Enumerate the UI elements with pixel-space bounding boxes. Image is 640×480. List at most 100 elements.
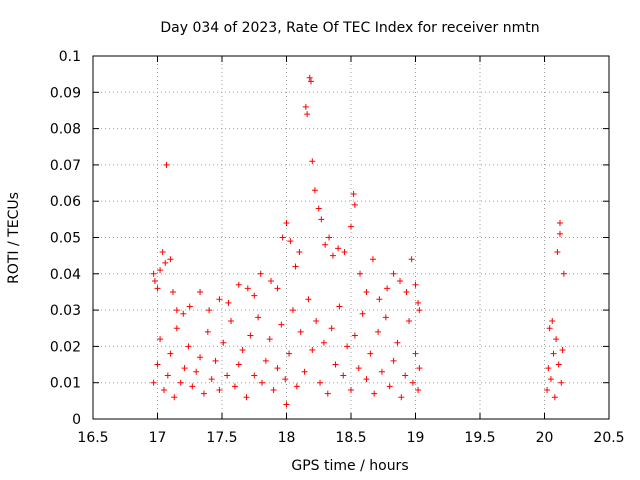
data-point (180, 310, 187, 317)
data-point (351, 332, 358, 339)
data-point (266, 336, 273, 343)
data-point (415, 386, 422, 393)
data-point (348, 223, 354, 230)
data-point (216, 296, 223, 303)
x-tick-label: 19 (407, 430, 425, 446)
data-point (169, 288, 176, 295)
data-point (306, 74, 313, 81)
data-point (228, 317, 235, 324)
data-point (363, 288, 370, 295)
grid (93, 56, 609, 419)
data-point (150, 270, 157, 277)
data-point (390, 357, 397, 364)
data-point (336, 303, 343, 310)
data-point (274, 365, 281, 372)
data-point (559, 347, 566, 354)
data-point (150, 379, 157, 386)
x-tick-label: 20.5 (593, 430, 624, 446)
data-point (289, 307, 296, 314)
data-point (305, 296, 312, 303)
data-point (560, 270, 567, 277)
data-point (350, 190, 357, 197)
data-point (545, 365, 552, 372)
data-point (208, 376, 215, 383)
data-point (386, 383, 393, 390)
data-point (551, 394, 558, 401)
data-point (309, 347, 316, 354)
y-axis-tick-labels: 0 0.01 0.02 0.03 0.04 0.05 0.06 0.07 0.08 0.09 0.1 (50, 49, 81, 428)
data-point (326, 234, 333, 241)
data-point (403, 288, 410, 295)
data-point (408, 256, 415, 263)
data-point (556, 230, 563, 237)
data-point (292, 263, 299, 270)
data-point (258, 379, 265, 386)
data-point (282, 376, 289, 383)
data-point (556, 219, 563, 226)
data-point (225, 299, 232, 306)
data-point (544, 386, 551, 393)
data-point (335, 245, 342, 252)
data-point (357, 270, 364, 277)
data-point (311, 187, 318, 194)
data-point (173, 307, 180, 314)
data-point (278, 321, 285, 328)
data-point (212, 357, 219, 364)
data-point (181, 365, 188, 372)
data-points (150, 74, 567, 408)
data-point (297, 328, 304, 335)
y-tick-label: 0.07 (50, 158, 81, 174)
data-point (231, 383, 238, 390)
data-point (173, 325, 180, 332)
y-tick-label: 0.04 (50, 267, 81, 283)
data-point (270, 386, 277, 393)
data-point (329, 252, 336, 259)
y-tick-label: 0.06 (50, 194, 81, 210)
data-point (412, 281, 419, 288)
data-point (328, 325, 335, 332)
data-point (235, 361, 242, 368)
y-tick-label: 0.1 (59, 49, 81, 65)
data-point (235, 281, 242, 288)
data-point (315, 205, 322, 212)
axis-ticks (92, 55, 610, 420)
data-point (313, 317, 320, 324)
data-point (160, 386, 167, 393)
data-point (332, 361, 339, 368)
data-point (371, 390, 378, 397)
data-point (157, 267, 164, 274)
x-tick-label: 16.5 (77, 430, 108, 446)
x-tick-label: 17.5 (206, 430, 237, 446)
data-point (189, 383, 196, 390)
data-point (262, 357, 269, 364)
x-tick-label: 18.5 (335, 430, 366, 446)
data-point (268, 278, 275, 285)
data-point (162, 259, 169, 266)
data-point (382, 314, 389, 321)
data-point (304, 111, 311, 118)
data-point (167, 256, 174, 263)
chart-title: Day 034 of 2023, Rate Of TEC Index for r… (160, 20, 539, 36)
data-point (320, 339, 327, 346)
data-point (394, 339, 401, 346)
data-point (287, 238, 294, 245)
data-point (279, 234, 286, 241)
x-axis-label: GPS time / hours (291, 458, 408, 474)
x-tick-label: 19.5 (464, 430, 495, 446)
data-point (546, 325, 553, 332)
data-point (154, 361, 161, 368)
data-point (206, 307, 213, 314)
y-tick-label: 0 (72, 412, 81, 428)
data-point (384, 285, 391, 292)
data-point (257, 270, 264, 277)
x-axis-tick-labels: 16.5 17 17.5 18 18.5 19 19.5 20 20.5 (77, 430, 624, 446)
data-point (167, 350, 174, 357)
data-point (555, 361, 562, 368)
data-point (251, 372, 258, 379)
data-point (549, 317, 556, 324)
data-point (351, 201, 358, 208)
data-point (324, 390, 331, 397)
data-point (255, 314, 262, 321)
data-point (375, 328, 382, 335)
data-point (378, 368, 385, 375)
